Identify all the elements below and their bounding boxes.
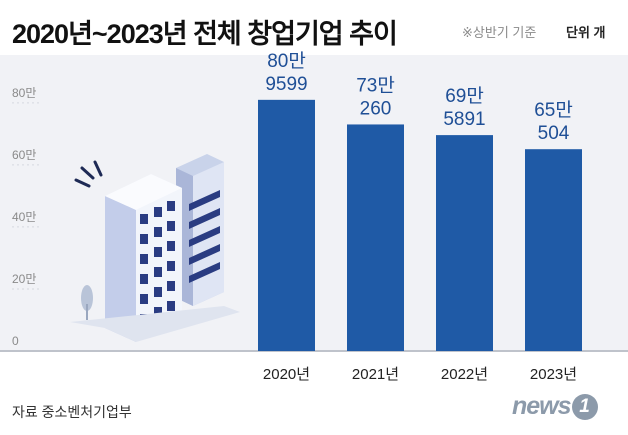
chart-title: 2020년~2023년 전체 창업기업 추이 bbox=[12, 19, 398, 49]
x-tick-label: 2021년 bbox=[352, 366, 399, 383]
y-tick-label: 0 bbox=[12, 334, 19, 348]
bar bbox=[436, 135, 493, 351]
y-tick-label: 60만 bbox=[12, 148, 36, 162]
logo-text: news bbox=[512, 392, 572, 420]
y-tick-label: 20만 bbox=[12, 272, 36, 286]
bar bbox=[258, 99, 315, 352]
bar bbox=[525, 149, 582, 351]
bar-value-label: 504 bbox=[538, 123, 570, 144]
bar-value-label: 65만 bbox=[534, 99, 573, 121]
bar bbox=[347, 124, 404, 351]
bar-value-label: 9599 bbox=[265, 74, 307, 95]
logo-mark: 1 bbox=[571, 393, 598, 420]
building-illustration-icon bbox=[70, 154, 240, 342]
bar-value-label: 69만 bbox=[445, 85, 484, 107]
unit-note: 단위 개 bbox=[566, 25, 606, 40]
footer-band bbox=[0, 352, 628, 435]
bar-value-label: 260 bbox=[360, 98, 392, 119]
x-tick-label: 2022년 bbox=[441, 366, 488, 383]
basis-note: ※상반기 기준 bbox=[462, 25, 537, 40]
source-text: 자료 중소벤처기업부 bbox=[12, 404, 132, 420]
y-tick-label: 80만 bbox=[12, 86, 36, 100]
bar-value-label: 5891 bbox=[443, 109, 485, 130]
x-tick-label: 2023년 bbox=[530, 366, 577, 383]
bar-value-label: 73만 bbox=[356, 74, 395, 96]
x-tick-label: 2020년 bbox=[263, 366, 310, 383]
y-tick-label: 40만 bbox=[12, 210, 36, 224]
bar-value-label: 80만 bbox=[267, 50, 306, 72]
news1-logo: news 1 bbox=[512, 392, 598, 421]
